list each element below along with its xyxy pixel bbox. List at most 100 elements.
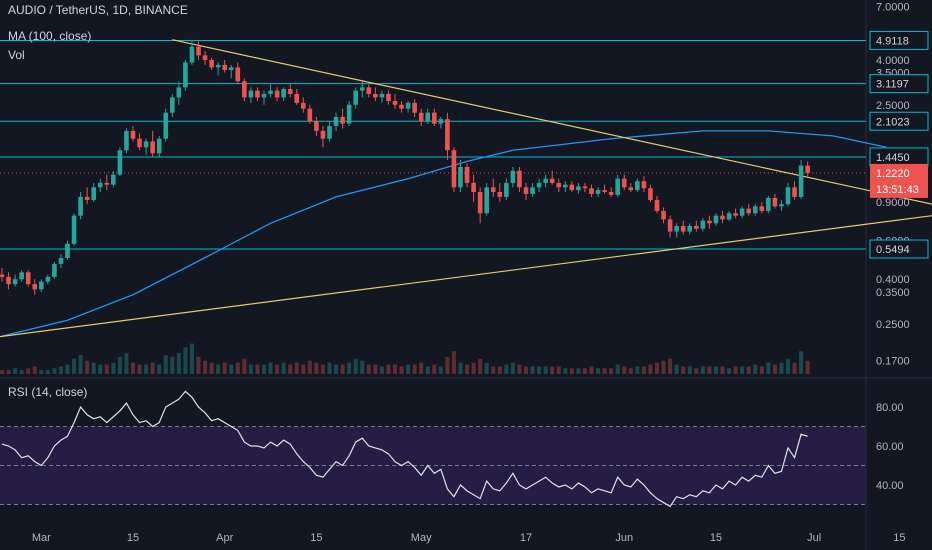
candle-body	[399, 104, 404, 109]
candle-body	[726, 213, 732, 220]
volume-bar	[563, 368, 568, 374]
volume-bar	[19, 370, 24, 374]
date-tick-label: 15	[710, 532, 722, 544]
candle-body	[320, 130, 326, 139]
level-badge-label: 4.9118	[876, 35, 909, 47]
volume-bar	[203, 360, 208, 374]
ma-label: MA (100, close)	[8, 29, 92, 43]
volume-bar	[0, 370, 4, 374]
candle-body	[405, 102, 411, 109]
candle-body	[281, 88, 286, 98]
volume-bar	[91, 362, 96, 374]
ma-100-line	[1, 130, 887, 337]
volume-bar	[772, 364, 777, 374]
volume-bar	[700, 366, 705, 374]
volume-bar	[419, 362, 424, 374]
volume-bar	[6, 370, 11, 374]
candle-body	[752, 206, 758, 214]
vol-legend[interactable]: Vol	[8, 48, 25, 62]
candle-body	[418, 112, 424, 122]
candle-body	[549, 178, 555, 183]
candle-body	[759, 206, 765, 211]
candle-body	[274, 90, 280, 98]
candle-body	[202, 55, 208, 60]
volume-bar	[641, 366, 646, 374]
price-tick-label: 0.2500	[876, 319, 910, 331]
candle-body	[523, 187, 529, 194]
volume-bar	[307, 360, 312, 374]
descending-trendline	[172, 39, 932, 205]
candle-body	[130, 130, 136, 139]
candle-body	[235, 67, 241, 82]
candle-body	[176, 87, 182, 98]
rsi-label: RSI (14, close)	[8, 385, 88, 399]
volume-bar	[78, 355, 83, 374]
price-tick-label: 4.0000	[876, 55, 910, 67]
candle-body	[104, 182, 110, 185]
candle-body	[228, 67, 234, 71]
volume-bar	[98, 364, 103, 374]
candle-body	[635, 181, 640, 191]
date-tick-label: 15	[127, 532, 139, 544]
candle-body	[674, 225, 679, 232]
volume-bar	[484, 362, 489, 374]
volume-bar	[144, 364, 149, 374]
symbol-title[interactable]: AUDIO / TetherUS, 1D, BINANCE	[8, 3, 188, 17]
candle-body	[215, 64, 221, 68]
candle-body	[0, 274, 5, 277]
volume-bar	[425, 366, 430, 374]
candle-body	[52, 263, 57, 277]
volume-bar	[65, 364, 70, 374]
candle-body	[667, 219, 673, 232]
level-badge	[869, 30, 929, 50]
volume-bar	[157, 364, 162, 374]
volume-bar	[753, 364, 758, 374]
candle-body	[32, 284, 38, 290]
candle-body	[451, 150, 457, 188]
candle-body	[582, 186, 588, 189]
rsi-legend[interactable]: RSI (14, close)	[8, 385, 87, 399]
volume-bar	[26, 368, 31, 374]
volume-bar	[510, 362, 515, 374]
volume-bar	[451, 351, 456, 374]
volume-bar	[373, 364, 378, 374]
candle-body	[346, 104, 352, 124]
volume-bar	[334, 364, 339, 374]
volume-bar	[681, 366, 686, 374]
volume-bar	[713, 366, 718, 374]
candle-body	[700, 220, 706, 229]
volume-bar	[222, 362, 227, 374]
volume-bar	[262, 364, 266, 374]
candle-body	[621, 178, 627, 188]
volume-bar	[458, 362, 463, 374]
candle-body	[707, 220, 712, 224]
candle-body	[78, 196, 83, 216]
level-badge-label: 3.1197	[876, 79, 909, 91]
rsi-tick-label: 80.00	[876, 402, 904, 414]
volume-bar	[491, 366, 496, 374]
candle-body	[25, 272, 31, 285]
volume-bar	[792, 362, 797, 374]
level-badge-label: 0.5494	[876, 244, 910, 256]
volume-bar	[137, 364, 142, 374]
trendlines[interactable]	[0, 39, 932, 341]
candle-body	[71, 215, 77, 244]
volume-bar	[655, 362, 659, 374]
candle-body	[19, 272, 24, 280]
candle-body	[563, 184, 568, 188]
volume-bar	[386, 364, 391, 374]
volume-bar	[524, 366, 528, 374]
candle-body	[733, 213, 738, 216]
candle-body	[209, 60, 214, 68]
candle-body	[248, 90, 254, 98]
volume-bar	[805, 360, 810, 374]
candle-body	[661, 210, 666, 220]
volume-bar	[288, 364, 293, 374]
volume-bar	[117, 356, 122, 374]
ma-legend[interactable]: MA (100, close)	[8, 29, 91, 43]
volume-bar	[235, 362, 240, 374]
candle-body	[163, 112, 169, 139]
candle-body	[785, 187, 791, 205]
last-price-badge	[870, 163, 928, 198]
